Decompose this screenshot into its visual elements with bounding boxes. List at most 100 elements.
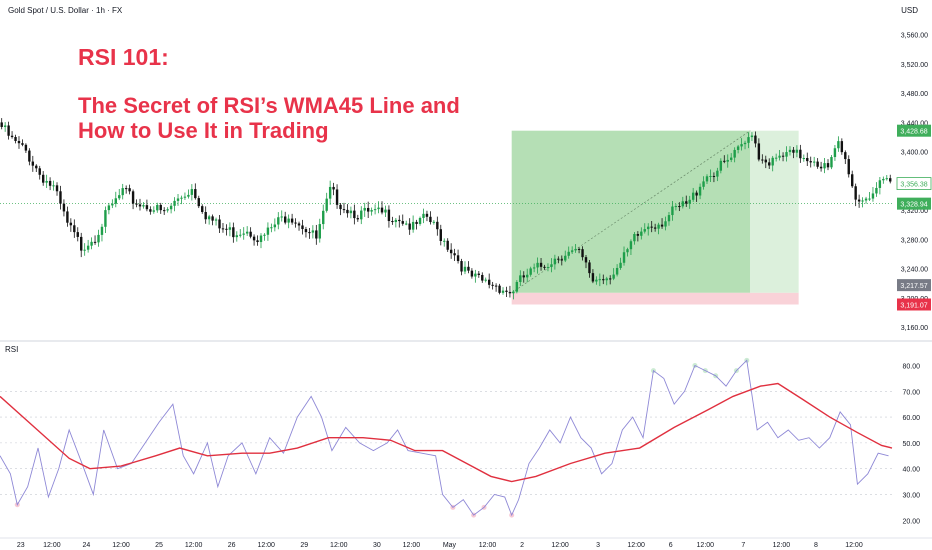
candle[interactable] <box>242 227 245 240</box>
candle[interactable] <box>100 223 104 242</box>
candle[interactable] <box>249 227 252 239</box>
candle[interactable] <box>159 202 162 214</box>
candle[interactable] <box>398 215 401 228</box>
candle[interactable] <box>771 155 774 172</box>
candle[interactable] <box>391 216 394 225</box>
candle[interactable] <box>826 159 830 171</box>
candle[interactable] <box>235 231 239 242</box>
candle[interactable] <box>197 195 200 209</box>
candle[interactable] <box>747 132 750 149</box>
candle[interactable] <box>232 222 235 243</box>
candle[interactable] <box>560 255 563 266</box>
candle[interactable] <box>726 154 729 168</box>
candle[interactable] <box>228 222 232 237</box>
candle[interactable] <box>145 199 149 212</box>
candle[interactable] <box>204 206 207 224</box>
candle[interactable] <box>429 211 432 225</box>
candle[interactable] <box>785 146 788 162</box>
candle[interactable] <box>346 204 349 218</box>
candle[interactable] <box>494 283 498 292</box>
candle[interactable] <box>118 188 121 201</box>
candle[interactable] <box>681 196 685 209</box>
candle[interactable] <box>812 156 816 167</box>
candle[interactable] <box>28 148 31 166</box>
candle[interactable] <box>477 271 481 278</box>
candle[interactable] <box>574 244 577 253</box>
candle[interactable] <box>664 216 667 231</box>
candle[interactable] <box>342 202 346 214</box>
candle[interactable] <box>156 202 159 213</box>
candle[interactable] <box>712 172 716 183</box>
candle[interactable] <box>121 183 124 200</box>
candle[interactable] <box>754 131 757 148</box>
candle[interactable] <box>152 206 156 214</box>
candle[interactable] <box>467 261 470 274</box>
candle[interactable] <box>830 154 833 170</box>
candle[interactable] <box>59 185 62 210</box>
candle[interactable] <box>270 223 273 233</box>
candle[interactable] <box>287 214 290 229</box>
candle[interactable] <box>823 158 826 174</box>
candle[interactable] <box>14 134 17 144</box>
candle[interactable] <box>512 290 515 300</box>
candle[interactable] <box>166 207 169 213</box>
candle[interactable] <box>41 171 45 186</box>
candle[interactable] <box>83 243 86 256</box>
candle[interactable] <box>201 204 204 214</box>
candle[interactable] <box>847 155 850 178</box>
candle[interactable] <box>857 194 861 208</box>
candle[interactable] <box>449 243 453 259</box>
candle[interactable] <box>557 256 560 264</box>
candle[interactable] <box>868 192 871 201</box>
candle[interactable] <box>284 211 287 225</box>
rsi-panel[interactable] <box>0 357 893 518</box>
candle[interactable] <box>76 227 79 242</box>
candle[interactable] <box>214 217 218 226</box>
candle[interactable] <box>543 264 546 270</box>
candle[interactable] <box>595 276 598 285</box>
candle[interactable] <box>730 153 733 163</box>
candle[interactable] <box>322 204 325 230</box>
candle[interactable] <box>21 139 24 147</box>
candle[interactable] <box>387 205 391 228</box>
candle[interactable] <box>795 145 799 158</box>
candle[interactable] <box>111 199 114 209</box>
candle[interactable] <box>356 214 360 222</box>
candle[interactable] <box>62 199 66 217</box>
candle[interactable] <box>349 206 353 219</box>
candle[interactable] <box>3 122 7 132</box>
candle[interactable] <box>736 144 740 154</box>
candle[interactable] <box>225 224 228 236</box>
candle[interactable] <box>705 174 709 184</box>
candle[interactable] <box>539 257 543 271</box>
candle[interactable] <box>889 174 892 184</box>
candle[interactable] <box>577 247 581 254</box>
candle[interactable] <box>80 232 83 258</box>
candle[interactable] <box>363 202 366 217</box>
candle[interactable] <box>439 224 442 246</box>
candle[interactable] <box>723 155 726 164</box>
candle[interactable] <box>761 154 764 164</box>
candle[interactable] <box>764 155 767 169</box>
candle[interactable] <box>719 158 723 174</box>
candle[interactable] <box>301 219 304 235</box>
candle[interactable] <box>221 223 225 233</box>
candle[interactable] <box>522 271 525 283</box>
candle[interactable] <box>425 210 429 222</box>
candle[interactable] <box>218 214 221 234</box>
candle[interactable] <box>633 232 636 245</box>
candle[interactable] <box>263 233 266 241</box>
candle[interactable] <box>584 254 588 269</box>
candle[interactable] <box>256 235 259 246</box>
candle[interactable] <box>757 138 761 162</box>
candle[interactable] <box>840 138 844 155</box>
candle[interactable] <box>591 269 595 284</box>
candle[interactable] <box>318 218 321 243</box>
candle[interactable] <box>176 193 180 206</box>
candle[interactable] <box>0 118 3 130</box>
candle[interactable] <box>864 196 868 204</box>
candle[interactable] <box>304 226 308 238</box>
candle[interactable] <box>536 257 539 274</box>
candle[interactable] <box>809 156 812 168</box>
candle[interactable] <box>405 220 408 226</box>
